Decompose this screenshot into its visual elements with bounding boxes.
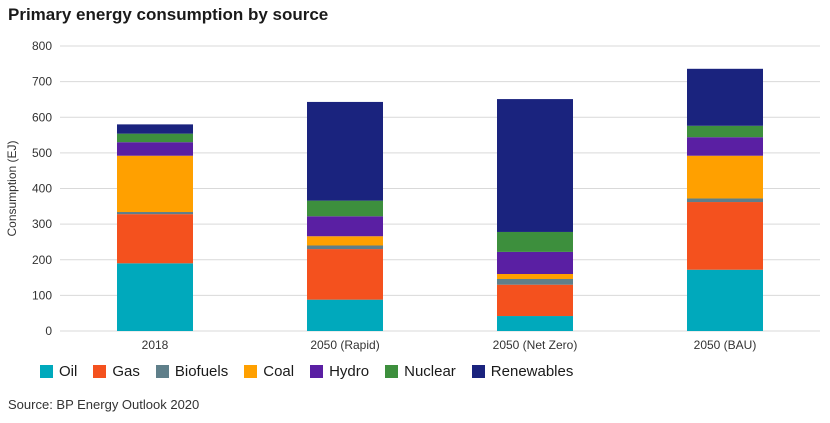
y-tick-label: 200 [32,253,52,267]
legend-label: Renewables [490,363,574,380]
bar-segment [307,216,383,237]
legend-item: Gas [93,363,140,380]
legend-label: Nuclear [404,363,456,380]
bar-segment [307,245,383,250]
legend-label: Gas [112,363,140,380]
bar-segment [687,202,763,270]
x-tick-label: 2050 (BAU) [694,338,757,352]
source-note: Source: BP Energy Outlook 2020 [8,397,200,412]
bar-segment [497,231,573,252]
legend-label: Coal [263,363,295,380]
bar-segment [307,200,383,217]
bar-chart: 0 100 200 300 400 500 600 700 800 Consumption (EJ… [5,39,820,352]
y-tick-label: 600 [32,110,52,124]
y-tick-label: 500 [32,146,52,160]
x-tick-label: 2018 [142,338,169,352]
legend-item: Oil [40,363,77,380]
legend-item: Hydro [310,363,369,380]
bar-segment [687,137,763,156]
bar-segment [117,214,193,264]
y-tick-label: 800 [32,39,52,53]
y-tick-label: 700 [32,75,52,89]
bar-segment [497,284,573,317]
bar-segment [497,251,573,274]
legend-swatch [310,365,324,378]
legend-item: Renewables [471,363,574,380]
legend-item: Coal [244,363,294,380]
bar-segment [117,133,193,143]
bar-segment [497,274,573,279]
bar-segment [497,316,573,331]
legend-label: Oil [59,363,78,380]
bar-segment [687,125,763,138]
legend-label: Hydro [329,363,370,380]
bar-segment [687,269,763,331]
y-tick-label: 400 [32,182,52,196]
bar-segment [307,101,383,201]
bar-segment [117,142,193,156]
legend-swatch [40,365,53,378]
bar-segment [117,212,193,215]
bar-segment [307,249,383,300]
bar-segment [687,198,763,203]
y-axis-label: Consumption (EJ) [5,140,19,236]
chart-title: Primary energy consumption by source [8,5,329,24]
legend-swatch [155,365,169,378]
bar-segment [497,99,573,232]
bar-segment [687,155,763,199]
chart-legend: Oil Gas Biofuels Coal Hydro Nuclear Renewables [40,363,573,380]
legend-swatch [244,365,258,378]
legend-swatch [385,365,399,378]
bar-segment [307,299,383,331]
bar-segment [307,236,383,246]
legend-swatch [471,365,485,378]
bar-segment [687,68,763,126]
bar-segment [497,278,573,285]
y-tick-label: 0 [45,324,52,338]
bar-segment [117,124,193,134]
legend-item: Nuclear [385,363,456,380]
x-tick-label: 2050 (Rapid) [310,338,379,352]
legend-swatch [93,365,107,378]
y-tick-label: 300 [32,217,52,231]
x-tick-label: 2050 (Net Zero) [493,338,578,352]
legend-label: Biofuels [174,363,229,380]
y-tick-label: 100 [32,288,52,302]
legend-item: Biofuels [155,363,229,380]
bar-segment [117,155,193,213]
bar-segment [117,263,193,331]
